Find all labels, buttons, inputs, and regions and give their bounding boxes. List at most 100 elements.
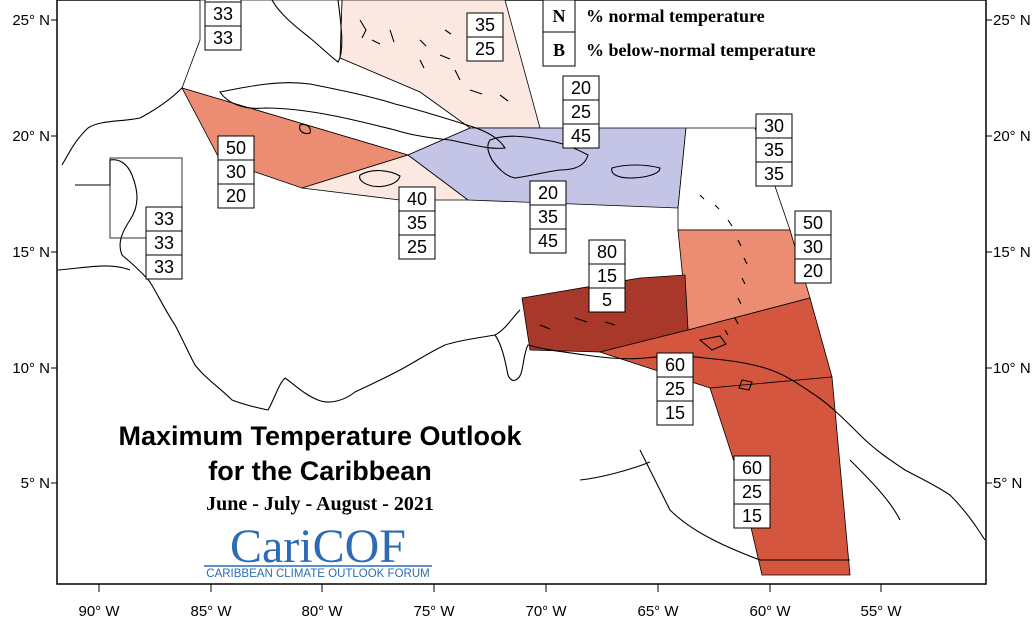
value-text: 20 <box>571 78 591 98</box>
lat-label: 15° N <box>12 244 50 261</box>
value-text: 15 <box>665 403 685 423</box>
legend-letter-b: B <box>553 40 565 60</box>
value-text: 30 <box>226 162 246 182</box>
value-cell <box>588 263 626 289</box>
value-text: 35 <box>764 140 784 160</box>
value-box-hispaniola-south: 20 35 45 <box>529 180 567 254</box>
value-cell <box>204 25 242 51</box>
probability-boxes: 3525333333503020403525333333202545203545… <box>145 0 832 529</box>
value-text: 35 <box>407 213 427 233</box>
value-text: 33 <box>213 28 233 48</box>
value-text: 33 <box>154 257 174 277</box>
title-line-1: Maximum Temperature Outlook <box>118 421 522 451</box>
value-text: 30 <box>764 116 784 136</box>
value-box-trinidad: 60 25 15 <box>656 352 694 426</box>
value-cell <box>529 228 567 254</box>
value-box-belize: 33 33 33 <box>145 206 183 280</box>
value-text: 5 <box>602 290 612 310</box>
lon-label: 60° W <box>749 603 791 620</box>
value-text: 33 <box>213 4 233 24</box>
value-box-guianas: 60 25 15 <box>733 455 771 529</box>
value-cell <box>755 161 793 187</box>
value-cell <box>794 234 832 260</box>
value-cell <box>588 239 626 265</box>
value-cell <box>398 210 436 236</box>
value-text: 60 <box>665 355 685 375</box>
coastlines <box>57 0 986 561</box>
value-box-jamaica-cayman: 40 35 25 <box>398 186 436 260</box>
legend-label-n: % normal temperature <box>586 6 765 26</box>
logo-tagline: CARIBBEAN CLIMATE OUTLOOK FORUM <box>206 568 429 580</box>
lon-label: 80° W <box>301 603 343 620</box>
value-cell <box>562 123 600 149</box>
lat-label: 25° N <box>12 12 50 29</box>
value-text: 40 <box>407 189 427 209</box>
lat-label: 20° N <box>993 128 1031 145</box>
value-cell <box>755 113 793 139</box>
value-cell <box>733 503 771 529</box>
lon-label: 90° W <box>78 603 120 620</box>
legend-label-b: % below-normal temperature <box>586 40 816 60</box>
value-text: 25 <box>742 482 762 502</box>
value-text: 20 <box>803 261 823 281</box>
value-text: 25 <box>665 379 685 399</box>
value-cell <box>733 455 771 481</box>
value-text: 33 <box>154 209 174 229</box>
value-cell <box>794 210 832 236</box>
value-cell <box>656 352 694 378</box>
lat-label: 5° N <box>21 475 50 492</box>
value-text: 35 <box>538 207 558 227</box>
legend-key-n <box>542 0 576 33</box>
value-text: 25 <box>475 39 495 59</box>
value-cell <box>398 186 436 212</box>
value-text: 35 <box>764 164 784 184</box>
value-text: 45 <box>571 126 591 146</box>
value-cell <box>217 135 255 161</box>
value-box-cuba-west: 50 30 20 <box>217 135 255 209</box>
longitude-labels: 90° W 85° W 80° W 75° W 70° W 65° W 60° W 55° W <box>78 584 902 620</box>
value-text: 35 <box>475 15 495 35</box>
value-cell <box>204 1 242 27</box>
lon-label: 75° W <box>413 603 455 620</box>
value-text: 30 <box>803 237 823 257</box>
value-cell <box>794 258 832 284</box>
value-cell <box>217 183 255 209</box>
value-text: 25 <box>571 102 591 122</box>
value-text: 50 <box>226 138 246 158</box>
latitude-labels-left: 25° N 20° N 15° N 10° N 5° N <box>12 12 57 492</box>
caricof-logo: CariCOF CARIBBEAN CLIMATE OUTLOOK FORUM <box>204 520 432 580</box>
lat-label: 10° N <box>993 360 1031 377</box>
legend-letter-n: N <box>553 6 566 26</box>
value-cell <box>529 180 567 206</box>
legend-key-b <box>542 31 576 67</box>
legend: N % normal temperature B % below-normal … <box>542 0 816 67</box>
value-text: 80 <box>597 242 617 262</box>
value-box-abc-islands: 80 15 5 <box>588 239 626 313</box>
value-cell <box>466 12 504 38</box>
value-text: 25 <box>407 237 427 257</box>
value-cell <box>145 206 183 232</box>
lat-label: 25° N <box>993 12 1031 29</box>
value-cell <box>466 36 504 62</box>
lon-label: 55° W <box>860 603 902 620</box>
lat-label: 15° N <box>993 244 1031 261</box>
value-text: 45 <box>538 231 558 251</box>
value-cell <box>656 400 694 426</box>
value-text: 15 <box>742 506 762 526</box>
value-cell <box>562 99 600 125</box>
lat-label: 10° N <box>12 360 50 377</box>
value-cell <box>398 234 436 260</box>
value-cell <box>588 287 626 313</box>
value-cell <box>529 204 567 230</box>
forecast-period: June - July - August - 2021 <box>206 493 434 515</box>
value-cell <box>145 254 183 280</box>
lon-label: 65° W <box>637 603 679 620</box>
lon-label: 85° W <box>190 603 232 620</box>
value-text: 33 <box>154 233 174 253</box>
value-box-hispaniola-north: 20 25 45 <box>562 75 600 149</box>
value-box-leeward-islands: 30 35 35 <box>755 113 793 187</box>
title-line-2: for the Caribbean <box>208 456 432 486</box>
